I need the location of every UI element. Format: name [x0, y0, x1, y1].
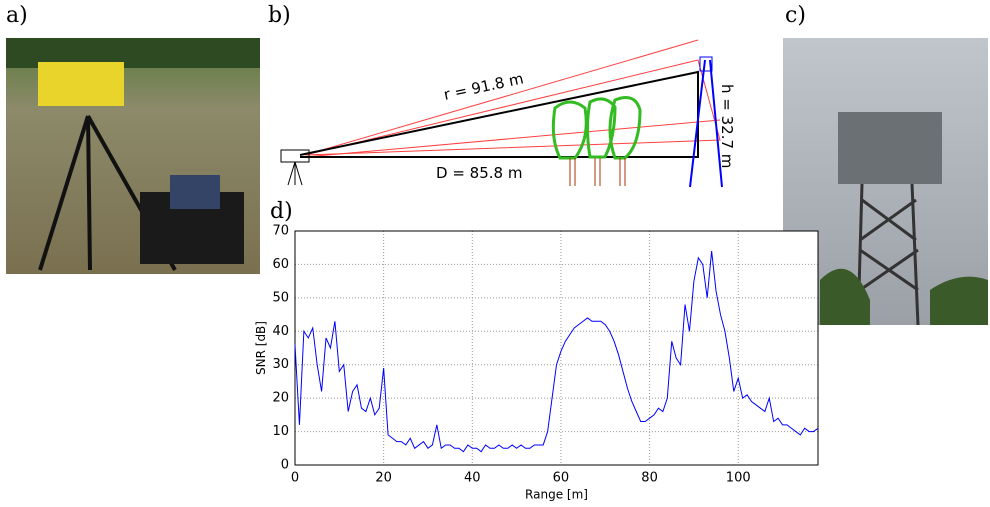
diagram-b: r = 91.8 m D = 85.8 m h = 32.7 m — [280, 39, 736, 188]
y-axis-label: SNR [dB] — [254, 321, 268, 375]
x-tick-label: 0 — [291, 471, 299, 486]
panel-label: d) — [270, 199, 293, 224]
data-line — [294, 251, 819, 453]
x-tick-label: 80 — [641, 471, 658, 486]
h-label: h = 32.7 m — [718, 84, 736, 168]
panel-label: c) — [785, 3, 806, 28]
chart-d: 0 10 20 30 40 50 60 70 0 20 40 60 80 100 Range [m] SNR … — [254, 224, 819, 502]
y-tick-label: 0 — [281, 458, 289, 473]
y-tick-label: 60 — [272, 257, 289, 272]
plot-area — [295, 231, 818, 465]
x-tick-label: 40 — [464, 471, 481, 486]
y-tick-label: 70 — [272, 224, 289, 239]
x-axis-label: Range [m] — [525, 488, 588, 502]
panel-label: a) — [6, 3, 28, 28]
y-tick-label: 30 — [272, 357, 289, 372]
y-tick-label: 10 — [272, 424, 289, 439]
x-tick-label: 60 — [553, 471, 570, 486]
d-label: D = 85.8 m — [436, 164, 522, 182]
y-tick-label: 40 — [272, 324, 289, 339]
panel-label: b) — [268, 3, 291, 28]
photo-a — [6, 38, 260, 274]
x-tick-label: 100 — [726, 471, 751, 486]
y-tick-label: 20 — [272, 391, 289, 406]
y-tick-label: 50 — [272, 290, 289, 305]
x-tick-label: 20 — [375, 471, 392, 486]
r-label: r = 91.8 m — [442, 69, 525, 103]
